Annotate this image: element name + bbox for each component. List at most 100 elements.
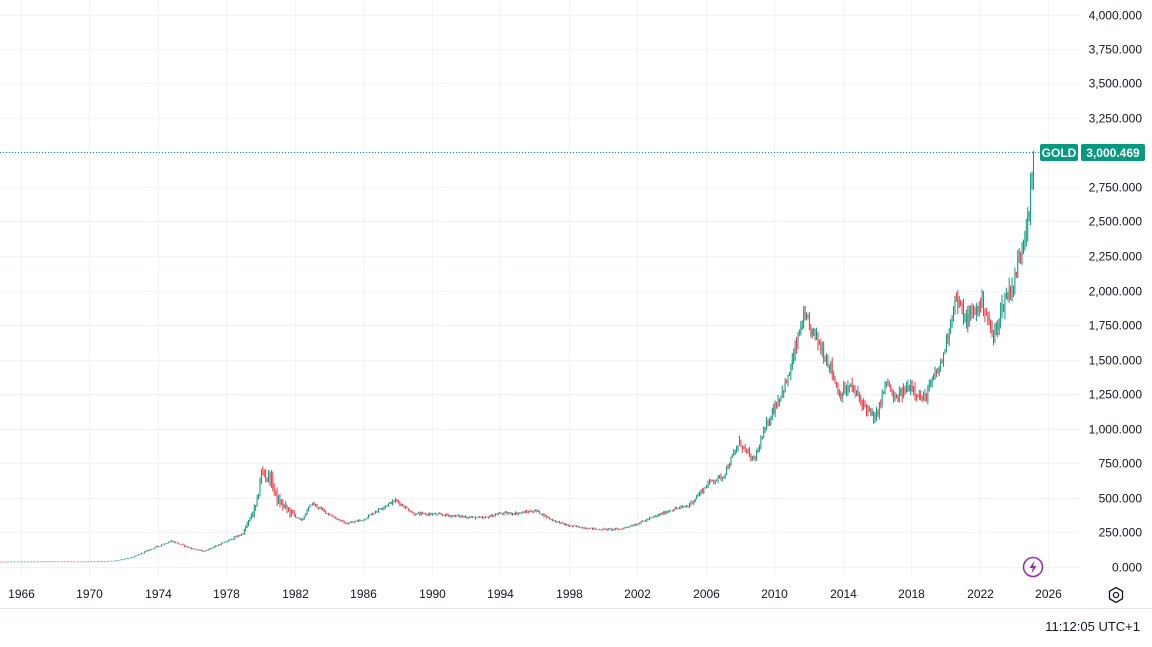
candle-body [199, 549, 201, 551]
candle-body [721, 477, 723, 480]
candle-body [840, 392, 842, 399]
candle-body [687, 506, 689, 507]
candle-body [44, 561, 45, 563]
candle-body [34, 561, 35, 563]
candle-body [857, 391, 859, 395]
candle-body [196, 549, 198, 551]
last-price-tag: GOLD 3,000.469 [1040, 144, 1145, 161]
candle-body [973, 309, 974, 314]
candle-body [562, 522, 563, 524]
candle-body [666, 512, 668, 514]
candle-body [586, 528, 588, 530]
candle-body [963, 306, 964, 322]
candle-body [1010, 286, 1011, 297]
candle-body [851, 383, 853, 389]
candle-body [92, 561, 94, 563]
candle-body [24, 561, 25, 563]
candle-body [28, 561, 30, 563]
time-axis[interactable]: 1966 1970 1974 1978 1982 1986 1990 1994 1998 2002… [8, 587, 1062, 601]
clock-timezone-label[interactable]: 11:12:05 UTC+1 [1045, 619, 1140, 634]
candle-body [132, 557, 134, 558]
candle-body [272, 475, 274, 489]
price-axis[interactable]: 0.000 250.000 500.000 750.000 1,000.000 1,250… [1089, 9, 1143, 575]
candle-body [898, 392, 900, 402]
candle-body [694, 498, 696, 501]
candle-body [690, 501, 692, 505]
candle-body [976, 306, 977, 314]
candle-body [603, 528, 605, 530]
candle-body [35, 561, 37, 563]
candle-body [520, 512, 522, 514]
candle-body [863, 401, 864, 407]
candle-body [971, 312, 973, 314]
candle-body [222, 542, 224, 544]
candle-body [653, 516, 655, 518]
candle-body [320, 507, 322, 509]
lightning-bolt-icon[interactable] [1022, 556, 1044, 578]
candle-body [873, 412, 874, 422]
candle-body [285, 505, 287, 507]
candle-body [148, 550, 150, 552]
candle-body [455, 515, 456, 517]
candle-body [192, 548, 194, 550]
candle-body [763, 429, 765, 438]
candle-body [696, 496, 698, 499]
candle-body [109, 560, 111, 562]
candle-body [613, 528, 615, 530]
candle-body [1005, 293, 1007, 298]
candle-body [609, 528, 610, 530]
candle-body [362, 519, 364, 521]
candle-body [126, 558, 128, 560]
y-tick-label: 2,750.000 [1089, 181, 1143, 195]
candle-body [610, 528, 612, 530]
candle-body [526, 511, 528, 513]
candle-body [477, 516, 479, 518]
y-tick-label: 0.000 [1112, 561, 1142, 575]
candle-body [343, 521, 345, 524]
candle-body [549, 517, 551, 519]
candle-body [850, 383, 852, 387]
candle-body [794, 344, 796, 355]
candle-body [482, 517, 483, 519]
candle-body [900, 389, 902, 393]
candle-body [326, 512, 328, 514]
candle-body [716, 479, 717, 481]
candle-body [719, 475, 720, 477]
candle-body [577, 526, 579, 528]
candle-body [243, 529, 245, 535]
candle-body [296, 517, 298, 519]
candle-body [226, 541, 228, 543]
candle-body [485, 516, 486, 518]
candle-body [760, 439, 762, 448]
candle-body [594, 528, 596, 530]
candle-body [913, 387, 914, 390]
candle-body [572, 525, 573, 527]
candle-body [440, 514, 442, 515]
candle-body [819, 342, 820, 345]
candle-body [780, 395, 782, 401]
y-tick-label: 1,500.000 [1089, 354, 1143, 368]
candle-body [871, 412, 873, 414]
candle-body [726, 467, 727, 475]
settings-gear-icon[interactable] [1106, 585, 1126, 605]
candle-body [232, 539, 234, 540]
candle-body [88, 561, 90, 563]
candle-body [182, 544, 184, 546]
candle-body [1021, 251, 1023, 255]
candle-body [981, 294, 983, 308]
candle-body [61, 561, 62, 563]
candle-body [235, 536, 237, 538]
candle-body [1030, 185, 1031, 214]
candle-body [656, 515, 658, 517]
candle-body [52, 561, 54, 563]
candle-body [139, 554, 141, 555]
candle-body [358, 520, 359, 522]
candle-body [236, 535, 238, 538]
candle-body [995, 324, 997, 330]
candle-body [306, 510, 308, 515]
candle-body [366, 517, 368, 520]
candle-body [660, 513, 662, 516]
candle-body [209, 548, 211, 550]
candle-body [426, 513, 428, 515]
